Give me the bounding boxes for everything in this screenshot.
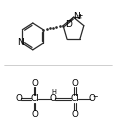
Text: Cl: Cl <box>70 94 78 103</box>
Text: N: N <box>72 12 79 21</box>
Text: H: H <box>51 89 56 95</box>
Text: −: − <box>91 94 97 100</box>
Text: O: O <box>88 94 94 103</box>
Text: +: + <box>77 13 82 18</box>
Text: N: N <box>17 38 23 47</box>
Text: O: O <box>71 79 77 88</box>
Text: O: O <box>31 79 38 88</box>
Text: Cl: Cl <box>30 94 39 103</box>
Text: O: O <box>71 110 77 119</box>
Text: O: O <box>31 110 38 119</box>
Text: D: D <box>64 20 71 29</box>
Text: O: O <box>49 94 56 103</box>
Text: O: O <box>15 94 22 103</box>
